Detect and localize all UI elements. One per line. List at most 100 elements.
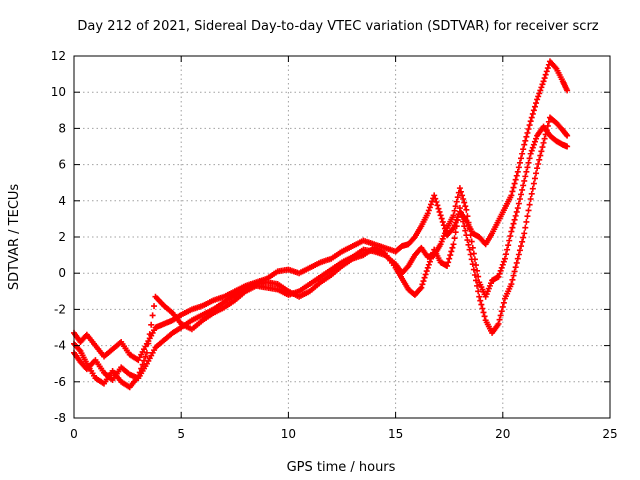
- data-point-marker: [457, 188, 464, 195]
- data-point-marker: [525, 159, 532, 166]
- data-point-marker: [509, 188, 516, 195]
- data-point-marker: [535, 160, 542, 167]
- data-point-marker: [464, 237, 471, 244]
- data-point-marker: [496, 316, 503, 323]
- data-point-marker: [435, 205, 442, 212]
- y-tick-label: 12: [51, 49, 66, 63]
- data-point-marker: [529, 110, 536, 117]
- data-point-marker: [500, 258, 507, 265]
- x-tick-label: 15: [388, 427, 403, 441]
- data-point-marker: [531, 138, 538, 145]
- data-point-marker: [447, 252, 454, 259]
- data-point-marker: [544, 65, 551, 72]
- data-point-marker: [449, 244, 456, 251]
- data-point-marker: [514, 168, 521, 175]
- data-point-marker: [536, 90, 543, 97]
- data-point-marker: [515, 164, 522, 171]
- data-point-marker: [439, 218, 446, 225]
- data-point-marker: [516, 247, 523, 254]
- data-point-marker: [537, 87, 544, 94]
- data-point-marker: [534, 96, 541, 103]
- data-point-marker: [508, 228, 515, 235]
- data-point-marker: [522, 137, 529, 144]
- data-point-marker: [477, 297, 484, 304]
- data-point-marker: [530, 107, 537, 114]
- data-point-marker: [424, 210, 431, 217]
- data-point-marker: [467, 232, 474, 239]
- data-point-marker: [426, 204, 433, 211]
- data-point-marker: [135, 373, 142, 380]
- y-tick-label: 10: [51, 85, 66, 99]
- data-point-marker: [495, 273, 502, 280]
- data-point-marker: [498, 264, 505, 271]
- data-point-marker: [465, 219, 472, 226]
- data-point-marker: [466, 246, 473, 253]
- data-point-marker: [545, 118, 552, 125]
- data-point-marker: [138, 365, 145, 372]
- data-point-marker: [564, 132, 571, 139]
- data-point-marker: [538, 148, 545, 155]
- data-point-marker: [511, 216, 518, 223]
- data-point-marker: [528, 114, 535, 121]
- data-point-marker: [454, 217, 461, 224]
- data-point-marker: [513, 208, 520, 215]
- data-point-marker: [478, 301, 485, 308]
- data-point-marker: [531, 103, 538, 110]
- data-point-marker: [143, 349, 150, 356]
- data-point-marker: [535, 93, 542, 100]
- data-point-marker: [564, 143, 571, 150]
- data-point-marker: [461, 199, 468, 206]
- axis-ticks: 0 5 10 15 20 25 -8 -6 -4 -2 0 2 4 6 8 10 12: [51, 49, 618, 441]
- data-point-marker: [518, 243, 525, 250]
- y-tick-label: 8: [58, 121, 66, 135]
- data-point-marker: [437, 212, 444, 219]
- data-point-marker: [460, 218, 467, 225]
- data-point-marker: [497, 267, 504, 274]
- data-point-marker: [459, 192, 466, 199]
- y-tick-label: 6: [58, 158, 66, 172]
- data-point-marker: [520, 234, 527, 241]
- chart-title: Day 212 of 2021, Sidereal Day-to-day VTE…: [77, 19, 598, 34]
- data-point-marker: [539, 81, 546, 88]
- data-point-marker: [423, 268, 430, 275]
- data-point-marker: [453, 198, 460, 205]
- data-points: [71, 58, 571, 391]
- data-point-marker: [496, 270, 503, 277]
- data-point-marker: [512, 212, 519, 219]
- data-point-marker: [445, 259, 452, 266]
- y-tick-label: -8: [54, 411, 66, 425]
- data-point-marker: [461, 223, 468, 230]
- y-tick-label: 4: [58, 194, 66, 208]
- data-point-marker: [451, 207, 458, 214]
- x-tick-label: 0: [70, 427, 78, 441]
- data-point-marker: [500, 299, 507, 306]
- data-point-marker: [498, 308, 505, 315]
- data-point-marker: [529, 144, 536, 151]
- data-point-marker: [538, 84, 545, 91]
- data-point-marker: [469, 244, 476, 251]
- data-point-marker: [425, 261, 432, 268]
- data-point-marker: [434, 202, 441, 209]
- data-point-marker: [534, 165, 541, 172]
- data-point-marker: [448, 248, 455, 255]
- data-point-marker: [526, 155, 533, 162]
- data-point-marker: [459, 214, 466, 221]
- data-point-marker: [148, 321, 155, 328]
- data-point-marker: [432, 195, 439, 202]
- y-axis-label: SDTVAR / TECUs: [7, 184, 22, 291]
- data-point-marker: [446, 255, 453, 262]
- data-point-marker: [514, 255, 521, 262]
- data-point-marker: [470, 250, 477, 257]
- data-point-marker: [149, 312, 156, 319]
- data-point-marker: [533, 170, 540, 177]
- data-point-marker: [516, 195, 523, 202]
- data-point-marker: [427, 201, 434, 208]
- data-point-marker: [527, 118, 534, 125]
- data-point-marker: [474, 267, 481, 274]
- data-point-marker: [530, 141, 537, 148]
- data-point-marker: [444, 262, 451, 269]
- data-point-marker: [512, 176, 519, 183]
- data-point-marker: [475, 273, 482, 280]
